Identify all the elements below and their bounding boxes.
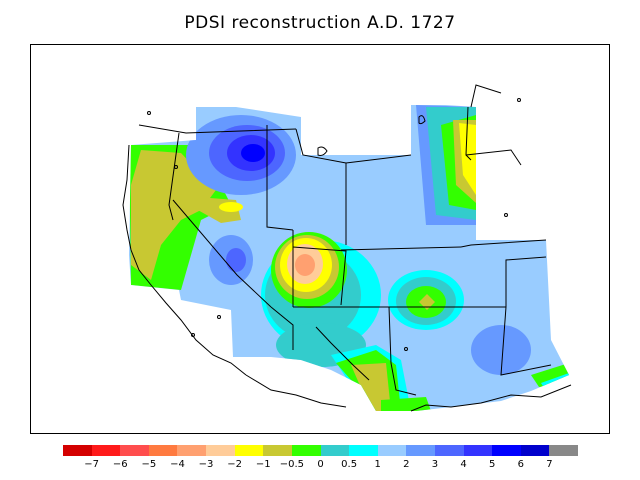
legend-tick-label: −0.5: [279, 459, 305, 470]
legend-swatch: [492, 445, 522, 456]
legend-swatch: [463, 445, 493, 456]
legend-tick-label: −7: [84, 459, 99, 470]
legend-tick-label: 0: [317, 459, 324, 470]
legend-tick-label: 7: [546, 459, 553, 470]
legend-swatch: [63, 445, 93, 456]
legend-swatch: [549, 445, 579, 456]
idaho-montana-line: [295, 128, 412, 164]
legend-tick-label: −6: [112, 459, 128, 470]
legend-tick-label: −5: [141, 459, 157, 470]
colorado-north-line: [340, 246, 462, 251]
legend-swatch: [120, 445, 150, 456]
four-corners-wet-center: [388, 270, 464, 330]
color-legend: −7 −6 −5 −4 −3 −2 −1 −0.5 0 0.5 1 2 3 4 5 6 7: [63, 445, 579, 475]
legend-tick-label: −3: [198, 459, 214, 470]
legend-tick-label: −4: [170, 459, 185, 470]
legend-swatch: [320, 445, 350, 456]
legend-tick-label: 4: [460, 459, 467, 470]
northwest-wet-center: [186, 115, 296, 195]
kansas-north-line: [460, 239, 547, 248]
legend-swatch: [148, 445, 178, 456]
page-title: PDSI reconstruction A.D. 1727: [184, 13, 456, 33]
north-dakota-line: [470, 84, 502, 108]
legend-tick-label: 5: [488, 459, 496, 470]
utah-north-east: [292, 246, 347, 306]
legend-tick-label: 3: [431, 459, 439, 470]
nebraska-line: [465, 149, 522, 166]
coastline: [122, 98, 572, 412]
northern-border-line: [138, 124, 297, 134]
legend-swatch: [234, 445, 264, 456]
legend-tick-label: −1: [255, 459, 271, 470]
map-frame: [30, 44, 610, 434]
colorado-plains-dry: [416, 105, 476, 225]
legend-swatch: [177, 445, 207, 456]
pacific-coastline: [122, 144, 247, 376]
state-boundaries: [138, 84, 552, 396]
southwest-wet-center: [471, 325, 531, 375]
great-basin-dry-center: [271, 232, 347, 308]
nevada-arizona-line: [270, 306, 294, 350]
pdsi-map: [122, 84, 572, 412]
legend-tick-label: −2: [227, 459, 243, 470]
baja-coast: [315, 326, 370, 381]
oregon-california-edge: [168, 132, 180, 221]
gulf-california-coast: [245, 374, 347, 408]
legend-tick-label: 0.5: [341, 459, 358, 470]
legend-tick-label: 6: [517, 459, 524, 470]
legend-swatch: [263, 445, 293, 456]
california-nevada-line: [172, 199, 272, 308]
legend-swatch: [349, 445, 379, 456]
legend-swatch: [434, 445, 465, 456]
legend-swatch: [206, 445, 236, 456]
nevada-utah-line: [266, 125, 294, 231]
arizona-newmexico-line: [388, 306, 417, 396]
legend-swatch: [406, 445, 436, 456]
legend-tick-label: 2: [403, 459, 410, 470]
legend-swatch: [291, 445, 321, 456]
legend-tick-label: 1: [374, 459, 381, 470]
great-salt-lake: [317, 146, 328, 156]
oklahoma-line: [505, 256, 547, 307]
legend-swatch: [91, 445, 121, 456]
lake-sakakawea: [418, 115, 426, 125]
texas-line: [500, 306, 552, 376]
legend-swatch: [377, 445, 407, 456]
mexico-border: [410, 384, 572, 412]
legend-swatch: [520, 445, 550, 456]
